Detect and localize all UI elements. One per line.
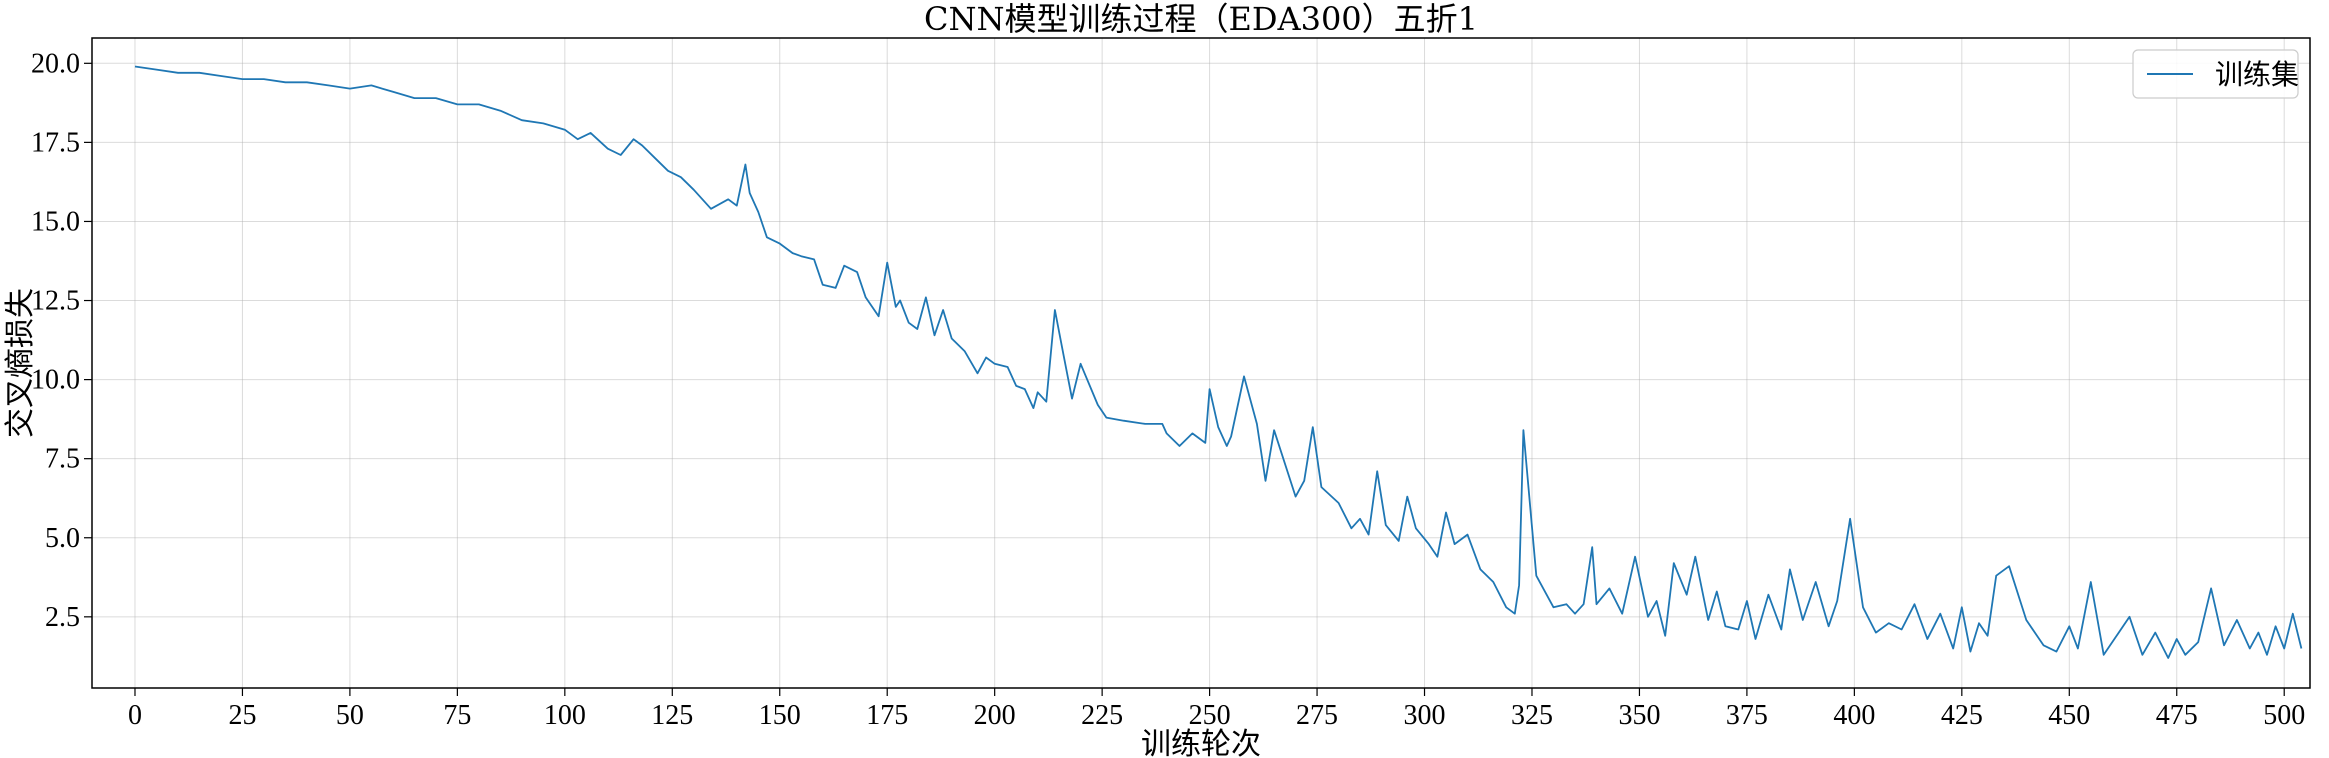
x-tick-label: 150 bbox=[759, 700, 801, 731]
x-ticks: 0 25 50 75 100 125 150 175 200 225 250 275 300 325 350… bbox=[128, 688, 2305, 731]
grid bbox=[92, 38, 2310, 688]
y-ticks: 2.5 5.0 7.5 10.0 12.5 15.0 17.5 20.0 bbox=[31, 48, 92, 633]
y-tick-label: 12.5 bbox=[31, 286, 80, 317]
x-axis-title: 训练轮次 bbox=[1141, 727, 1261, 758]
x-tick-label: 100 bbox=[544, 700, 586, 731]
y-tick-label: 15.0 bbox=[31, 206, 80, 237]
chart-title: CNN模型训练过程（EDA300）五折1 bbox=[924, 0, 1478, 38]
x-tick-label: 425 bbox=[1941, 700, 1983, 731]
x-tick-label: 50 bbox=[336, 700, 364, 731]
x-tick-label: 25 bbox=[228, 700, 256, 731]
legend: 训练集 bbox=[2132, 49, 2299, 99]
legend-label: 训练集 bbox=[2215, 58, 2299, 91]
y-tick-label: 7.5 bbox=[45, 444, 80, 475]
y-tick-label: 17.5 bbox=[31, 127, 80, 158]
axes-frame bbox=[91, 37, 2311, 689]
y-tick-label: 10.0 bbox=[31, 365, 80, 396]
y-tick-label: 20.0 bbox=[31, 48, 80, 79]
y-tick-label: 5.0 bbox=[45, 523, 80, 554]
legend-box bbox=[2132, 49, 2299, 99]
series-layer bbox=[134, 65, 2303, 659]
x-tick-label: 125 bbox=[651, 700, 693, 731]
x-tick-label: 225 bbox=[1081, 700, 1123, 731]
x-tick-label: 400 bbox=[1833, 700, 1875, 731]
x-tick-label: 375 bbox=[1726, 700, 1768, 731]
y-tick-label: 2.5 bbox=[45, 602, 80, 633]
x-tick-label: 175 bbox=[866, 700, 908, 731]
x-tick-label: 325 bbox=[1511, 700, 1553, 731]
x-tick-label: 450 bbox=[2048, 700, 2090, 731]
x-tick-label: 75 bbox=[443, 700, 471, 731]
x-tick-label: 200 bbox=[974, 700, 1016, 731]
x-tick-label: 475 bbox=[2156, 700, 2198, 731]
x-tick-label: 0 bbox=[128, 700, 142, 731]
series-line-0 bbox=[134, 65, 2303, 659]
x-tick-label: 500 bbox=[2263, 700, 2305, 731]
x-tick-label: 300 bbox=[1404, 700, 1446, 731]
x-tick-label: 350 bbox=[1618, 700, 1660, 731]
y-axis-title: 交叉熵损失 bbox=[3, 288, 38, 438]
x-tick-label: 275 bbox=[1296, 700, 1338, 731]
x-tick-label: 250 bbox=[1189, 700, 1231, 731]
